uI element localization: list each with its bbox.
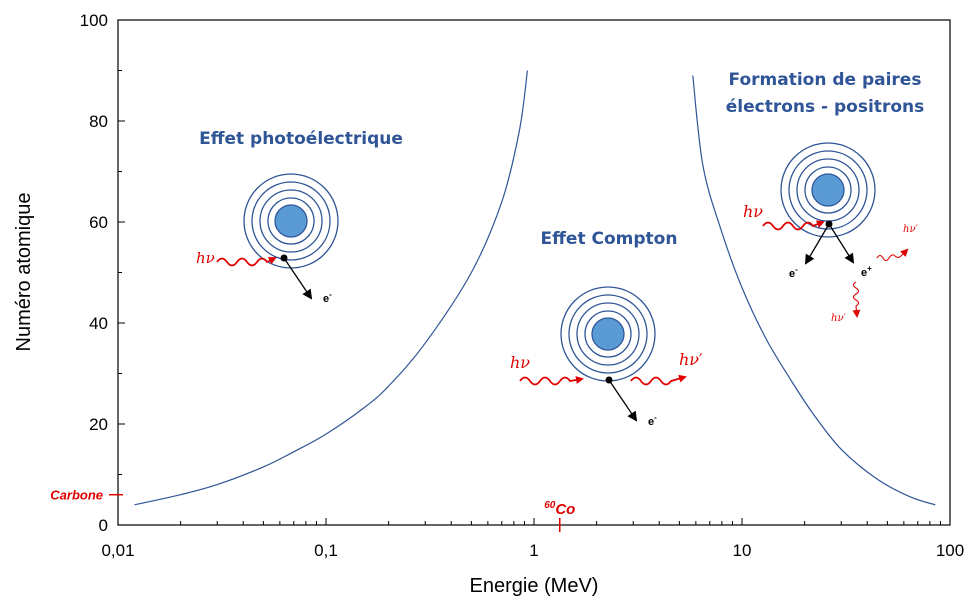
label-hv-photo: hν (196, 249, 215, 267)
label-pairs-line1: Formation de paires (729, 70, 922, 90)
electron-arrow-compton (608, 379, 638, 422)
label-compton: Effet Compton (541, 229, 678, 249)
label-electron-pairs: e- (789, 265, 798, 280)
y-tick-label: 100 (80, 11, 108, 30)
x-tick-label: 0,1 (314, 541, 338, 560)
atom-compton (560, 286, 656, 382)
carbone-label: Carbone (50, 488, 103, 503)
x-tick-label: 0,01 (101, 541, 134, 560)
annihilation-photon-up (876, 248, 909, 262)
label-positron-pairs: e+ (861, 264, 872, 279)
photon-in-compton (519, 376, 584, 386)
label-hv-prime-down: hν′ (831, 313, 847, 324)
y-tick-label: 40 (89, 314, 108, 333)
label-hv-pairs: hν (743, 202, 763, 221)
y-tick-label: 0 (99, 516, 108, 535)
compton-diagram: hν hν′ e- (510, 286, 703, 428)
y-axis-title: Numéro atomique (13, 193, 35, 352)
axis-ticks (117, 19, 951, 526)
label-pairs-line2: électrons - positrons (726, 97, 924, 117)
plot-frame (117, 19, 951, 526)
positron-arrow-pairs (828, 223, 855, 264)
label-electron-compton: e- (648, 413, 657, 428)
x-tick-label: 1 (529, 541, 538, 560)
electron-arrow-pairs (804, 223, 830, 265)
photon-in-pairs (762, 220, 825, 231)
x-tick-label: 100 (936, 541, 964, 560)
y-tick-labels: 0 20 40 60 80 100 (80, 11, 108, 535)
label-electron-photo: e- (323, 290, 332, 305)
series-line-compton-pairs (692, 75, 936, 506)
series-line-photo-compton (134, 70, 528, 506)
y-tick-label: 60 (89, 213, 108, 232)
pair-production-diagram: hν e- e+ hν′ hν′ (743, 142, 919, 324)
x-tick-labels: 0,01 0,1 1 10 100 (101, 541, 964, 560)
label-photoelectric: Effet photoélectrique (199, 129, 403, 149)
annihilation-photon-down (852, 281, 861, 318)
label-hv-prime-up: hν′ (903, 224, 919, 235)
cobalt-label: 60Co (544, 500, 575, 518)
label-hv-prime-compton: hν′ (679, 350, 703, 369)
x-axis-title: Energie (MeV) (470, 575, 599, 597)
photon-out-compton (630, 374, 687, 386)
label-hv-compton: hν (510, 353, 530, 372)
y-tick-label: 20 (89, 415, 108, 434)
x-tick-label: 10 (733, 541, 752, 560)
photoelectric-diagram: hν e- (196, 173, 339, 305)
atom-photo (243, 173, 339, 269)
atom-pairs (780, 142, 876, 238)
electron-arrow-photo (283, 257, 313, 300)
photon-in-photo (216, 257, 277, 267)
y-tick-label: 80 (89, 112, 108, 131)
